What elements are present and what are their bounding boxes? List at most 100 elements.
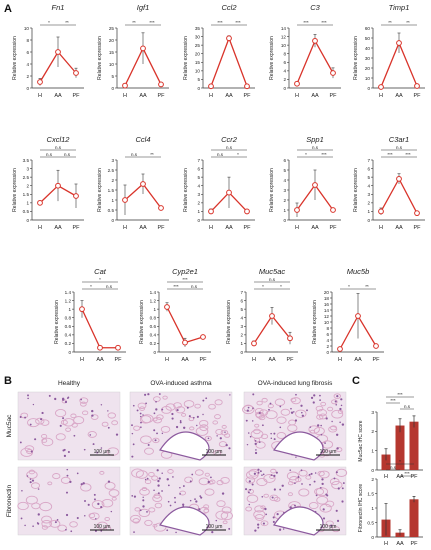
y-tick-label: 0	[111, 218, 114, 223]
y-tick-label: 16	[324, 302, 330, 307]
y-tick-label: 0	[240, 350, 243, 355]
alveolus-wall	[41, 515, 52, 524]
nucleus	[295, 456, 297, 458]
panel-letter-c: C	[352, 375, 360, 387]
alveolus-wall	[322, 450, 332, 457]
nucleus	[133, 495, 137, 498]
nucleus	[107, 410, 109, 412]
y-tick-label: 0	[283, 86, 286, 91]
nucleus	[27, 394, 29, 397]
alveolus-wall	[214, 414, 221, 420]
x-tick-label: H	[80, 357, 84, 363]
nucleus	[228, 447, 231, 450]
alveolus-wall	[144, 519, 153, 526]
data-point	[97, 344, 103, 351]
x-tick-label: AA	[96, 357, 104, 363]
scale-bar-label: 100 μm	[206, 524, 223, 530]
alveolus-wall	[139, 487, 150, 496]
sig-label: *	[348, 284, 350, 289]
micrograph-tile: 100 μm	[243, 466, 348, 536]
alveolus-wall	[60, 419, 68, 425]
alveolus-wall	[255, 411, 264, 418]
nucleus	[262, 522, 265, 525]
nucleus	[32, 525, 34, 527]
nucleus	[273, 488, 276, 491]
nucleus	[76, 472, 79, 475]
nucleus	[40, 418, 43, 421]
data-point	[140, 181, 146, 187]
alveolus-wall	[104, 481, 116, 490]
alveolus-wall	[316, 495, 329, 505]
y-tick-label: 20	[324, 290, 330, 295]
chart-cxcl12: Cxcl12 0 0.5 1 1.5 2 2.5 3 3.5 Relative expressio…	[12, 135, 84, 231]
nucleus	[320, 433, 323, 436]
alveolus-wall	[287, 424, 298, 432]
y-tick-label: 0	[371, 535, 374, 541]
series-line	[210, 36, 248, 87]
nucleus	[34, 438, 37, 441]
alveolus-wall	[188, 416, 195, 422]
x-tick-label: H	[384, 474, 388, 480]
y-tick-label: 0.6	[65, 324, 72, 329]
alveolus-wall	[261, 397, 268, 403]
alveolus-wall	[101, 498, 114, 508]
data-point	[294, 80, 300, 87]
nucleus	[157, 492, 160, 495]
y-tick-label: 40	[365, 46, 371, 51]
sig-label: ***	[404, 471, 410, 476]
nucleus	[259, 470, 262, 473]
y-tick-label: 20	[195, 52, 201, 57]
chart-timp1: Timp1 0 10 20 30 40 50 60 Relative expression H AA…	[353, 3, 425, 99]
x-tick-label: PF	[157, 93, 165, 99]
nucleus	[322, 508, 325, 511]
alveolus-wall	[286, 471, 300, 481]
nucleus	[41, 411, 44, 415]
chart-c3: C3 0 2 4 6 8 10 12 14 Relative expression H AA PF ***…	[269, 3, 341, 99]
nucleus	[192, 416, 195, 419]
nucleus	[93, 493, 96, 496]
nucleus	[321, 482, 324, 486]
alveolus-wall	[314, 488, 325, 496]
y-tick-label: 4	[197, 184, 200, 189]
nucleus	[199, 495, 202, 497]
y-tick-label: 6	[240, 298, 243, 303]
sig-label: ***	[321, 20, 327, 25]
alveolus-wall	[253, 437, 261, 443]
y-tick-label: 10	[281, 43, 287, 48]
y-tick-label: 3	[283, 188, 286, 193]
nucleus	[313, 394, 316, 397]
y-tick-label: 0.8	[150, 316, 157, 321]
data-point	[37, 199, 43, 206]
alveolus-wall	[254, 408, 264, 415]
micrograph-column-title: OVA-induced lung fibrosis	[258, 380, 333, 387]
alveolus-wall	[134, 507, 141, 512]
x-tick-label: PF	[243, 225, 251, 231]
alveolus-wall	[79, 397, 89, 404]
x-tick-label: PF	[413, 225, 421, 231]
data-point	[312, 182, 318, 188]
nucleus	[194, 498, 196, 500]
nucleus	[19, 416, 22, 419]
sig-label: ***	[235, 20, 241, 25]
alveolus-wall	[160, 425, 171, 433]
data-point	[122, 197, 128, 203]
nucleus	[56, 518, 59, 521]
x-tick-label: AA	[225, 225, 233, 231]
x-tick-label: PF	[157, 225, 165, 231]
x-tick-label: AA	[139, 93, 147, 99]
nucleus	[140, 421, 142, 424]
y-tick-label: 7	[367, 158, 370, 163]
nucleus	[107, 480, 111, 483]
x-tick-label: PF	[372, 357, 380, 363]
nucleus	[339, 407, 342, 411]
nucleus	[294, 419, 298, 422]
nucleus	[63, 454, 67, 458]
sig-label: n.s	[396, 145, 403, 150]
nucleus	[295, 393, 297, 396]
nucleus	[276, 513, 279, 516]
sig-label: ***	[321, 152, 327, 157]
alveolus-wall	[139, 415, 152, 424]
nucleus	[254, 442, 257, 446]
